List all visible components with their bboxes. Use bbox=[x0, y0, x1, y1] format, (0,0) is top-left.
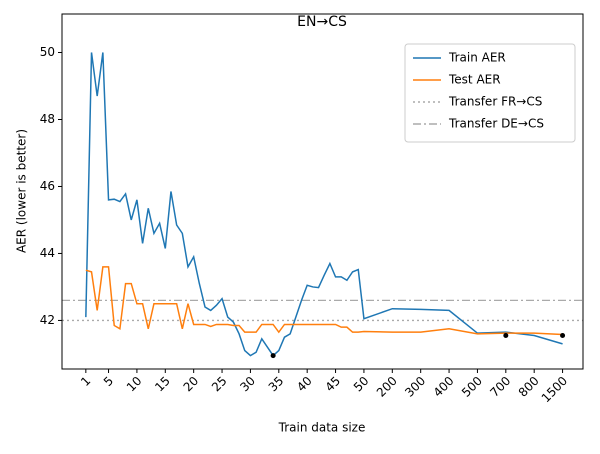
marker-point bbox=[503, 333, 509, 339]
x-tick-label: 1500 bbox=[539, 374, 570, 405]
data-line bbox=[85, 52, 563, 357]
data-line bbox=[85, 266, 563, 336]
x-tick-label: 30 bbox=[237, 374, 258, 395]
x-tick-label: 40 bbox=[294, 374, 315, 395]
x-tick-label: 400 bbox=[431, 374, 457, 400]
legend-label: Test AER bbox=[448, 73, 501, 87]
legend-label: Transfer DE→CS bbox=[448, 117, 544, 131]
marker-point bbox=[270, 353, 276, 359]
legend-box bbox=[404, 43, 576, 143]
y-tick-label: 50 bbox=[40, 45, 55, 59]
x-tick-label: 500 bbox=[459, 374, 485, 400]
x-tick-label: 10 bbox=[124, 374, 145, 395]
x-tick-label: 45 bbox=[322, 374, 343, 395]
x-axis-label: Train data size bbox=[278, 421, 366, 435]
marker-point bbox=[560, 333, 566, 339]
x-tick-label: 15 bbox=[152, 374, 173, 395]
x-tick-label: 700 bbox=[487, 374, 513, 400]
y-tick-label: 42 bbox=[40, 313, 55, 327]
x-tick-label: 200 bbox=[374, 374, 400, 400]
y-tick-label: 44 bbox=[40, 246, 55, 260]
legend-label: Train AER bbox=[448, 51, 506, 65]
y-axis-label: AER (lower is better) bbox=[15, 129, 29, 253]
y-tick-label: 46 bbox=[40, 179, 55, 193]
chart-title: EN→CS bbox=[297, 14, 347, 30]
x-tick-label: 5 bbox=[101, 374, 116, 389]
y-tick-label: 48 bbox=[40, 112, 55, 126]
x-tick-label: 50 bbox=[351, 374, 372, 395]
x-tick-label: 25 bbox=[209, 374, 230, 395]
plot-frame bbox=[61, 13, 584, 370]
legend-label: Transfer FR→CS bbox=[448, 95, 542, 109]
x-tick-label: 300 bbox=[402, 374, 428, 400]
x-tick-label: 20 bbox=[181, 374, 202, 395]
x-tick-label: 35 bbox=[266, 374, 287, 395]
x-tick-label: 1 bbox=[78, 374, 93, 389]
